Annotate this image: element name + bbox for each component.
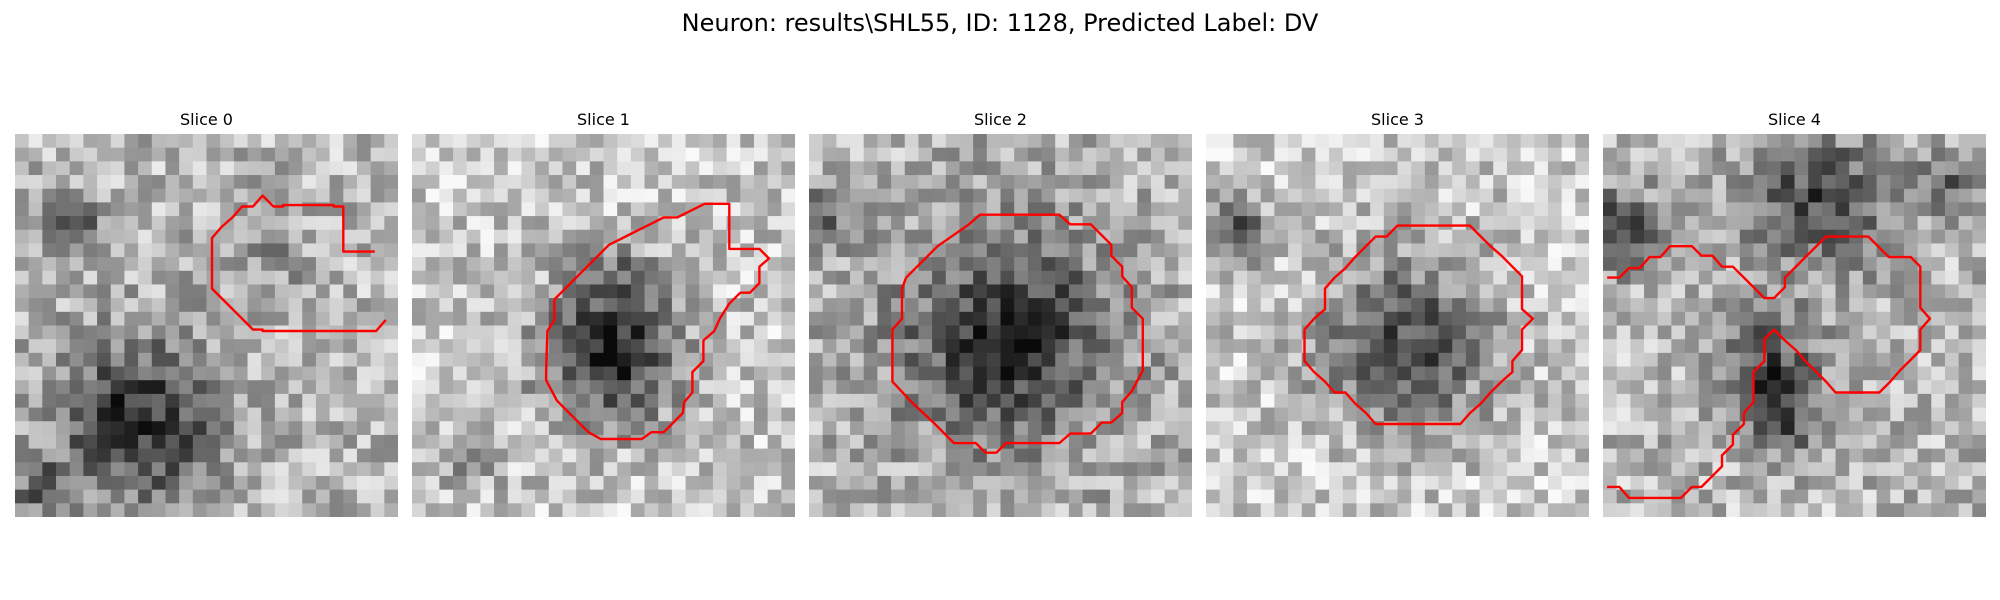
pixel-grid — [1206, 134, 1589, 517]
roi-contour — [210, 194, 387, 333]
roi-contour — [891, 213, 1144, 454]
slice-image-0 — [15, 134, 398, 517]
slice-image-4 — [1603, 134, 1986, 517]
slice-image-2 — [809, 134, 1192, 517]
slice-title: Slice 1 — [577, 110, 630, 129]
pixel-grid — [15, 134, 398, 517]
slice-title: Slice 3 — [1371, 110, 1424, 129]
slice-image-3 — [1206, 134, 1589, 517]
roi-contour — [544, 202, 771, 441]
roi-contour — [1607, 235, 1932, 500]
slice-title: Slice 0 — [180, 110, 233, 129]
roi-contour — [1303, 224, 1535, 426]
pixel-grid — [412, 134, 795, 517]
slice-title: Slice 4 — [1768, 110, 1821, 129]
pixel-grid — [809, 134, 1192, 517]
pixel-grid — [1603, 134, 1986, 517]
slice-image-1 — [412, 134, 795, 517]
slice-title: Slice 2 — [974, 110, 1027, 129]
figure-title: Neuron: results\SHL55, ID: 1128, Predict… — [681, 9, 1319, 37]
